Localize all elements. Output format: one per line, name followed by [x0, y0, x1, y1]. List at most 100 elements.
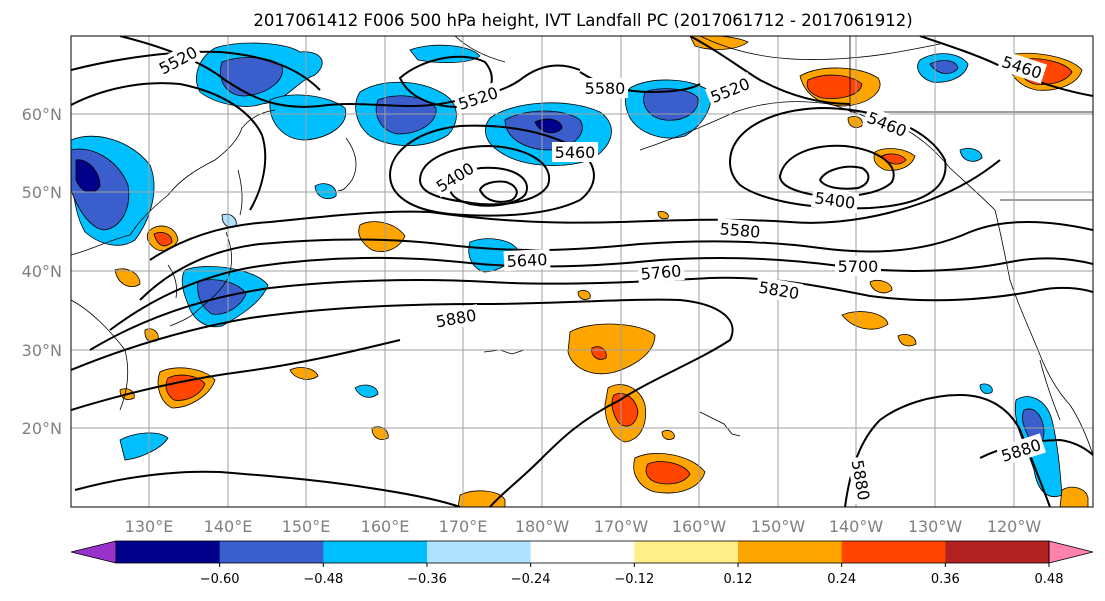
contour-label: 5760 [640, 261, 682, 283]
longitude-label: 140°E [204, 517, 253, 536]
height-contour [818, 165, 870, 190]
height-contour [778, 144, 895, 198]
ivt-negative-region [119, 432, 169, 461]
ivt-negative-region [959, 148, 983, 162]
colorbar-tick-label: −0.12 [614, 572, 654, 587]
latitude-label: 50°N [22, 183, 62, 202]
kamchatka-coastline [337, 137, 357, 191]
island-chain [483, 349, 525, 355]
ivt-positive-region [371, 426, 389, 440]
contour-label-background [810, 186, 860, 214]
contour-label-group: 5460 [552, 142, 598, 162]
colorbar-segment [427, 541, 532, 563]
colorbar-segment [323, 541, 428, 563]
height-contour [71, 339, 401, 411]
longitude-label: 130°E [125, 517, 174, 536]
ivt-positive-region [289, 367, 319, 380]
contour-label-background [997, 50, 1047, 84]
asia-coastline [71, 109, 276, 256]
contour-label-background [754, 276, 804, 304]
ivt-positive-region [847, 116, 863, 128]
ivt-positive-region [165, 374, 206, 401]
contour-label-background [996, 433, 1046, 467]
contour-label-background [637, 260, 685, 284]
colorbar-tick-label: 0.36 [931, 572, 960, 587]
contour-label-background [716, 218, 764, 242]
ivt-negative-region [979, 383, 993, 394]
contour-label-background [152, 40, 204, 80]
contour-label: 5580 [719, 219, 761, 241]
height-contours [71, 36, 1093, 507]
ivt-positive-region [661, 430, 675, 440]
colorbar-segment [738, 541, 843, 563]
height-contour [149, 159, 1001, 261]
longitude-label: 140°W [829, 517, 884, 536]
colorbar-high-extension [1048, 540, 1094, 564]
contour-label-background [835, 256, 881, 276]
height-contour [689, 36, 851, 105]
colorbar-segment [945, 541, 1050, 563]
ivt-positive-region [689, 36, 749, 50]
colorbar-tick-label: 0.12 [724, 572, 753, 587]
latitude-label: 60°N [22, 105, 62, 124]
contour-label-background [861, 106, 913, 142]
longitude-labels: 130°E 140°E 150°E 160°E 170°E 180°W 170°W 160°W… [125, 517, 1042, 536]
longitude-label: 130°W [908, 517, 963, 536]
north-america-coastline [994, 209, 1093, 456]
height-contour [728, 106, 947, 210]
height-contour [71, 82, 267, 211]
contour-label-background [453, 81, 503, 115]
colorbar-frame [115, 540, 1050, 564]
colorbar-segment [634, 541, 739, 563]
contour-label-group: 5580 [582, 78, 628, 98]
figure-title: 2017061412 F006 500 hPa height, IVT Land… [253, 11, 912, 30]
contour-label-group: 5700 [835, 256, 881, 276]
ivt-positive-region [806, 74, 863, 99]
height-contour [478, 180, 518, 203]
height-contour [418, 144, 551, 206]
contour-label-background [552, 142, 598, 162]
longitude-label: 160°W [672, 517, 727, 536]
contour-label: 5700 [838, 257, 879, 276]
latitude-label: 40°N [22, 262, 62, 281]
contour-label-background [503, 248, 551, 272]
contour-label-group: 5760 [637, 260, 685, 284]
ivt-positive-region [1059, 486, 1089, 507]
ivt-negative-region [75, 159, 101, 193]
height-contour [139, 221, 1093, 301]
height-contour [74, 470, 461, 507]
contour-label-background [847, 455, 875, 505]
japan-coastline [169, 231, 232, 327]
ivt-negative-region [354, 384, 379, 398]
ivt-positive-region [645, 461, 691, 485]
longitude-label: 150°E [282, 517, 331, 536]
colorbar-segment [530, 541, 635, 563]
ivt-positive-region [897, 334, 917, 347]
colorbar-low-extension [70, 540, 117, 564]
height-contour [119, 36, 581, 108]
arctic-coastline [699, 36, 941, 61]
ivt-positive-region [114, 268, 141, 287]
colorbar-segment [219, 541, 324, 563]
colorbar-tick-label: −0.60 [200, 572, 240, 587]
colorbar-segment [116, 541, 221, 563]
ivt-negative-region [643, 88, 699, 121]
contour-label: 5460 [555, 143, 596, 162]
baja-coastline [1039, 359, 1061, 421]
ivt-positive-region [657, 211, 669, 220]
bering-coastline [454, 36, 506, 63]
height-contour [109, 256, 1093, 331]
longitude-label: 150°W [751, 517, 806, 536]
contour-label: 5640 [506, 250, 548, 271]
latitude-label: 20°N [22, 419, 62, 438]
korea-coastline [167, 264, 177, 299]
ivt-negative-region [314, 183, 337, 200]
ivt-positive-region [153, 232, 173, 247]
colorbar-tick-label: 0.24 [827, 572, 856, 587]
contour-label-background [582, 78, 628, 98]
ivt-positive-region [869, 280, 893, 294]
ivt-positive-region [567, 323, 656, 375]
longitude-label: 160°E [361, 517, 410, 536]
